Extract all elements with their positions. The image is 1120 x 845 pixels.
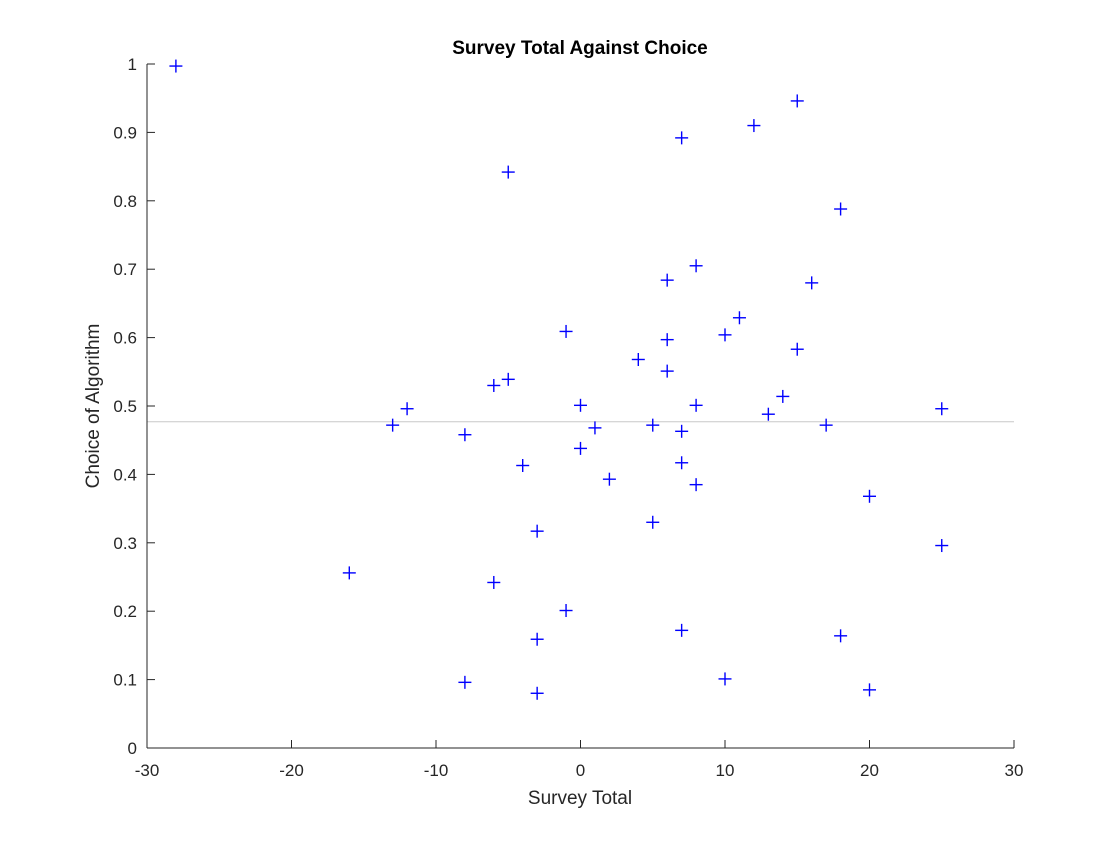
data-point — [559, 604, 573, 618]
y-tick-label: 0.9 — [113, 123, 137, 142]
data-point — [559, 324, 573, 338]
data-point — [834, 202, 848, 216]
data-point — [689, 259, 703, 273]
data-point — [646, 418, 660, 432]
x-tick-label: 10 — [716, 761, 735, 780]
data-point — [747, 119, 761, 133]
y-tick-label: 0.2 — [113, 602, 137, 621]
data-point — [458, 428, 472, 442]
data-point — [169, 59, 183, 73]
data-point — [574, 441, 587, 455]
data-point — [530, 632, 544, 646]
data-point — [516, 459, 530, 473]
data-point — [863, 683, 876, 697]
data-point — [776, 389, 790, 403]
y-tick-label: 0.5 — [113, 397, 137, 416]
data-point — [487, 575, 501, 589]
data-point — [501, 372, 515, 386]
data-point — [530, 686, 544, 700]
data-point — [805, 276, 819, 290]
data-point — [718, 672, 732, 686]
data-point — [790, 94, 804, 108]
data-point — [646, 515, 660, 529]
x-tick-label: -10 — [424, 761, 449, 780]
data-point — [935, 402, 949, 416]
y-tick-label: 0.8 — [113, 192, 137, 211]
data-point — [342, 566, 356, 580]
data-point — [732, 311, 746, 325]
data-point — [689, 478, 703, 492]
x-tick-label: 0 — [576, 761, 585, 780]
data-point — [675, 456, 689, 470]
y-axis-label: Choice of Algorithm — [83, 324, 104, 489]
data-point — [660, 364, 674, 378]
y-tick-label: 0.6 — [113, 329, 137, 348]
data-point — [530, 524, 544, 538]
y-tick-label: 0.1 — [113, 671, 137, 690]
y-tick-label: 0.7 — [113, 260, 137, 279]
data-point — [574, 398, 587, 412]
y-tick-label: 0 — [128, 739, 137, 758]
data-point — [863, 489, 876, 503]
data-point — [935, 539, 949, 553]
data-point — [602, 472, 616, 486]
data-point — [675, 131, 689, 145]
y-tick-label: 0.3 — [113, 534, 137, 553]
data-point — [790, 342, 804, 356]
data-point — [588, 421, 602, 435]
x-tick-label: 20 — [860, 761, 879, 780]
data-point — [819, 418, 833, 432]
x-tick-label: -20 — [279, 761, 304, 780]
data-point — [761, 407, 775, 421]
x-tick-label: -30 — [135, 761, 160, 780]
data-point — [675, 623, 689, 637]
data-point — [718, 328, 732, 342]
data-point — [631, 352, 645, 366]
data-point — [386, 418, 400, 432]
y-tick-label: 0.4 — [113, 465, 137, 484]
y-tick-label: 1 — [128, 55, 137, 74]
chart-title: Survey Total Against Choice — [452, 38, 708, 59]
data-point — [675, 424, 689, 438]
data-point — [689, 398, 703, 412]
x-axis-label: Survey Total — [528, 788, 632, 809]
data-point — [501, 165, 515, 179]
data-point — [458, 675, 472, 689]
x-tick-label: 30 — [1005, 761, 1024, 780]
data-point — [400, 402, 414, 416]
data-point — [487, 378, 501, 392]
data-point — [834, 629, 848, 643]
data-point — [660, 333, 674, 347]
data-point — [660, 273, 674, 287]
